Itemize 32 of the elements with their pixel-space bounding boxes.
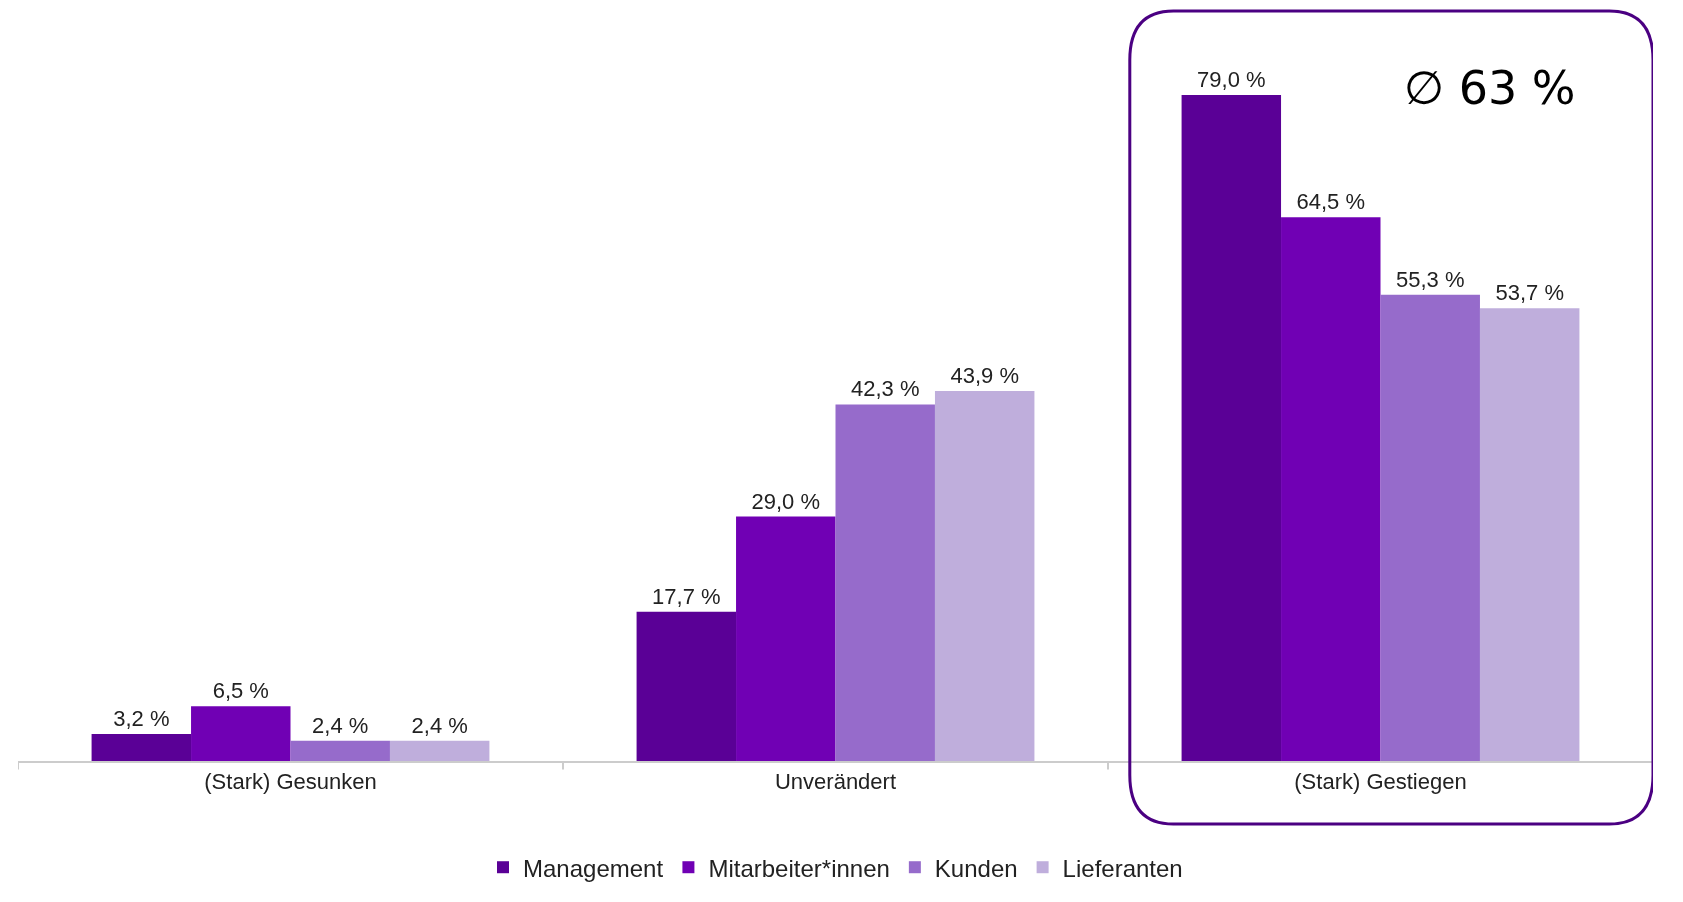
annotation: ∅ 63 % [1404,61,1576,115]
legend-label: Mitarbeiter*innen [708,854,890,882]
data-label: 17,7 % [652,583,721,609]
data-label: 64,5 % [1296,189,1366,215]
bar [1281,217,1381,761]
bar [1181,95,1282,761]
bar [736,516,836,761]
data-label: 55,3 % [1395,266,1465,292]
data-label: 79,0 % [1197,67,1266,93]
data-label: 2,4 % [312,712,369,738]
data-label: 2,4 % [411,712,468,738]
x-tick-label: (Stark) Gestiegen [1294,769,1467,795]
bar [636,611,737,761]
data-label: 6,5 % [212,678,269,704]
data-label: 3,2 % [113,706,170,732]
bar [290,740,390,761]
data-label: 42,3 % [850,376,920,402]
legend-label: Kunden [934,854,1018,882]
bar [389,740,490,761]
legend-label: Management [523,854,664,882]
bar [91,734,192,761]
data-label: 53,7 % [1495,280,1564,306]
x-tick-label: (Stark) Gesunken [204,769,377,795]
bar [191,706,291,761]
data-label: 43,9 % [950,362,1019,388]
bar [1380,294,1480,761]
data-label: 29,0 % [751,488,821,514]
bar [835,404,935,761]
bar [1479,308,1580,761]
bar [934,390,1035,761]
x-tick-label: Unverändert [774,769,897,795]
legend-label: Lieferanten [1062,854,1183,882]
